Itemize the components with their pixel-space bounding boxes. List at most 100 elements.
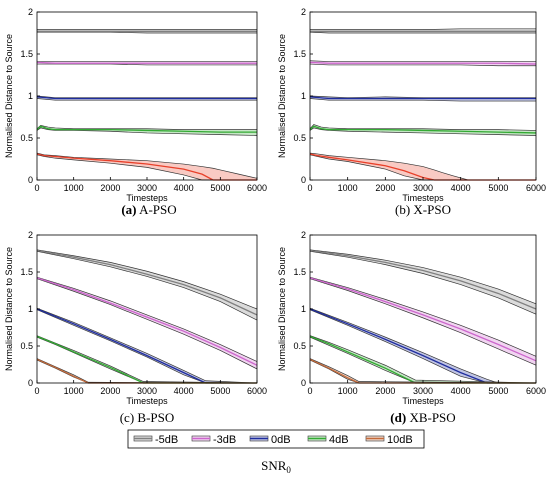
series-a--5dB — [37, 29, 257, 34]
x-axis-label-d: Timesteps — [402, 396, 444, 406]
legend-label-4dB: 4dB — [329, 434, 349, 446]
x-tick-label-a: 4000 — [174, 183, 194, 193]
lower-bound-d--3dB — [309, 278, 537, 366]
series-b-0dB — [309, 95, 536, 102]
y-tick-label-a: 0.5 — [20, 133, 33, 143]
lower-bound-a--3dB — [37, 63, 257, 66]
lower-bound-d-10dB — [309, 359, 536, 384]
legend-items: -5dB -3dB 0dB 4dB 10dB — [133, 434, 413, 446]
mean-line-a-4dB — [36, 125, 257, 133]
caption-b-letter: (b) — [395, 202, 410, 217]
legend-label--3dB: -3dB — [213, 434, 236, 446]
panel-a: 0 1000 2000 3000 4000 5000 6000 0 0.5 1 1.5 2 Timest… — [4, 7, 267, 217]
upper-bound-b-0dB — [309, 95, 536, 99]
lower-bound-c--3dB — [36, 278, 258, 370]
band-d-10dB — [310, 358, 536, 383]
mean-line-a--3dB — [36, 61, 257, 64]
x-tick-label-a: 6000 — [247, 183, 267, 193]
x-tick-label-a: 2000 — [100, 183, 120, 193]
plot-b: 0 1000 2000 3000 4000 5000 6000 0 0.5 1 1.5 2 Timest… — [277, 7, 546, 203]
panel-b: 0 1000 2000 3000 4000 5000 6000 0 0.5 1 1.5 2 Timest… — [277, 7, 546, 217]
upper-bound-b--3dB — [309, 60, 536, 62]
x-tick-label-b: 2000 — [375, 183, 395, 193]
series-d--3dB — [309, 276, 537, 366]
y-tick-label-d: 1 — [301, 304, 306, 314]
series-b--3dB — [309, 60, 537, 67]
x-tick-label-b: 0 — [307, 183, 312, 193]
caption-b: (b) X-PSO — [395, 202, 451, 217]
lower-bound-b-4dB — [309, 127, 537, 136]
axes-frame-d — [309, 234, 537, 384]
y-tick-label-b: 1.5 — [293, 49, 306, 59]
y-tick-label-b: 0 — [301, 175, 306, 185]
y-tick-label-c: 0.5 — [20, 341, 33, 351]
mean-line-a-0dB — [36, 96, 257, 100]
series-d-10dB — [309, 358, 537, 384]
y-tick-label-b: 1 — [301, 91, 306, 101]
y-tick-label-a: 0 — [28, 175, 33, 185]
series-c-10dB — [36, 358, 258, 384]
upper-bound-a-10dB — [36, 152, 258, 179]
y-tick-label-c: 2 — [28, 230, 33, 240]
y-tick-label-b: 2 — [301, 7, 306, 17]
series-b-10dB — [309, 152, 536, 181]
x-tick-label-c: 2000 — [100, 386, 120, 396]
y-axis-label-c: Normalised Distance to Source — [4, 247, 14, 371]
x-tick-label-b: 1000 — [338, 183, 358, 193]
upper-bound-a-4dB — [36, 125, 257, 130]
y-tick-label-d: 0 — [301, 378, 306, 388]
x-tick-label-c: 4000 — [174, 386, 194, 396]
upper-bound-b-4dB — [309, 124, 537, 131]
y-tick-label-a: 1.5 — [20, 49, 33, 59]
x-axis-label-b: Timesteps — [402, 193, 444, 203]
x-tick-label-a: 0 — [34, 183, 39, 193]
x-tick-label-a: 1000 — [64, 183, 84, 193]
y-tick-label-d: 0.5 — [293, 341, 306, 351]
caption-c-letter: (c) — [120, 410, 134, 425]
caption-a-letter: (a) — [121, 202, 136, 217]
upper-bound-b--5dB — [310, 28, 536, 30]
x-tick-label-d: 5000 — [488, 386, 508, 396]
lower-bound-c--5dB — [36, 250, 258, 321]
legend-item-10dB: 10dB — [365, 434, 413, 446]
legend: -5dB -3dB 0dB 4dB 10dB SNR0 — [127, 429, 425, 475]
upper-bound-c--5dB — [36, 249, 258, 310]
upper-bound-d--5dB — [309, 249, 537, 305]
mean-line-d-10dB — [309, 358, 536, 384]
panel-d: 0 1000 2000 3000 4000 5000 6000 0 0.5 1 1.5 2 Timest… — [277, 230, 546, 425]
upper-bound-c-10dB — [36, 358, 258, 384]
x-tick-label-d: 1000 — [338, 386, 358, 396]
lower-bound-d--5dB — [309, 250, 537, 315]
y-tick-label-b: 0.5 — [293, 133, 306, 143]
lower-bound-c-10dB — [36, 359, 257, 384]
x-tick-label-d: 6000 — [526, 386, 546, 396]
legend-item-4dB: 4dB — [307, 434, 349, 446]
x-tick-label-d: 0 — [307, 386, 312, 396]
upper-bound-a-0dB — [36, 95, 257, 99]
x-tick-label-c: 0 — [34, 386, 39, 396]
lower-bound-b-0dB — [309, 98, 536, 102]
band-c-4dB — [37, 335, 257, 383]
x-tick-label-b: 4000 — [451, 183, 471, 193]
x-tick-label-d: 4000 — [451, 386, 471, 396]
x-tick-label-c: 6000 — [247, 386, 267, 396]
mean-line-c-4dB — [36, 335, 257, 384]
y-axis-label-d: Normalised Distance to Source — [277, 247, 287, 371]
lower-bound-b--3dB — [309, 63, 536, 67]
mean-line-c-10dB — [36, 358, 257, 384]
series-b--5dB — [309, 28, 536, 34]
y-tick-label-d: 1.5 — [293, 267, 306, 277]
x-tick-label-b: 3000 — [413, 183, 433, 193]
lower-bound-a-0dB — [36, 98, 257, 101]
caption-d: (d) XB-PSO — [390, 410, 455, 425]
series-a-4dB — [36, 125, 258, 136]
series-a-0dB — [36, 95, 257, 101]
mean-line-d--3dB — [309, 277, 537, 362]
y-tick-label-a: 1 — [28, 91, 33, 101]
legend-title-sub: 0 — [286, 465, 291, 475]
series-c-4dB — [36, 335, 258, 384]
y-tick-label-c: 1.5 — [20, 267, 33, 277]
upper-bound-c--3dB — [36, 276, 258, 362]
series-a-10dB — [36, 152, 258, 181]
